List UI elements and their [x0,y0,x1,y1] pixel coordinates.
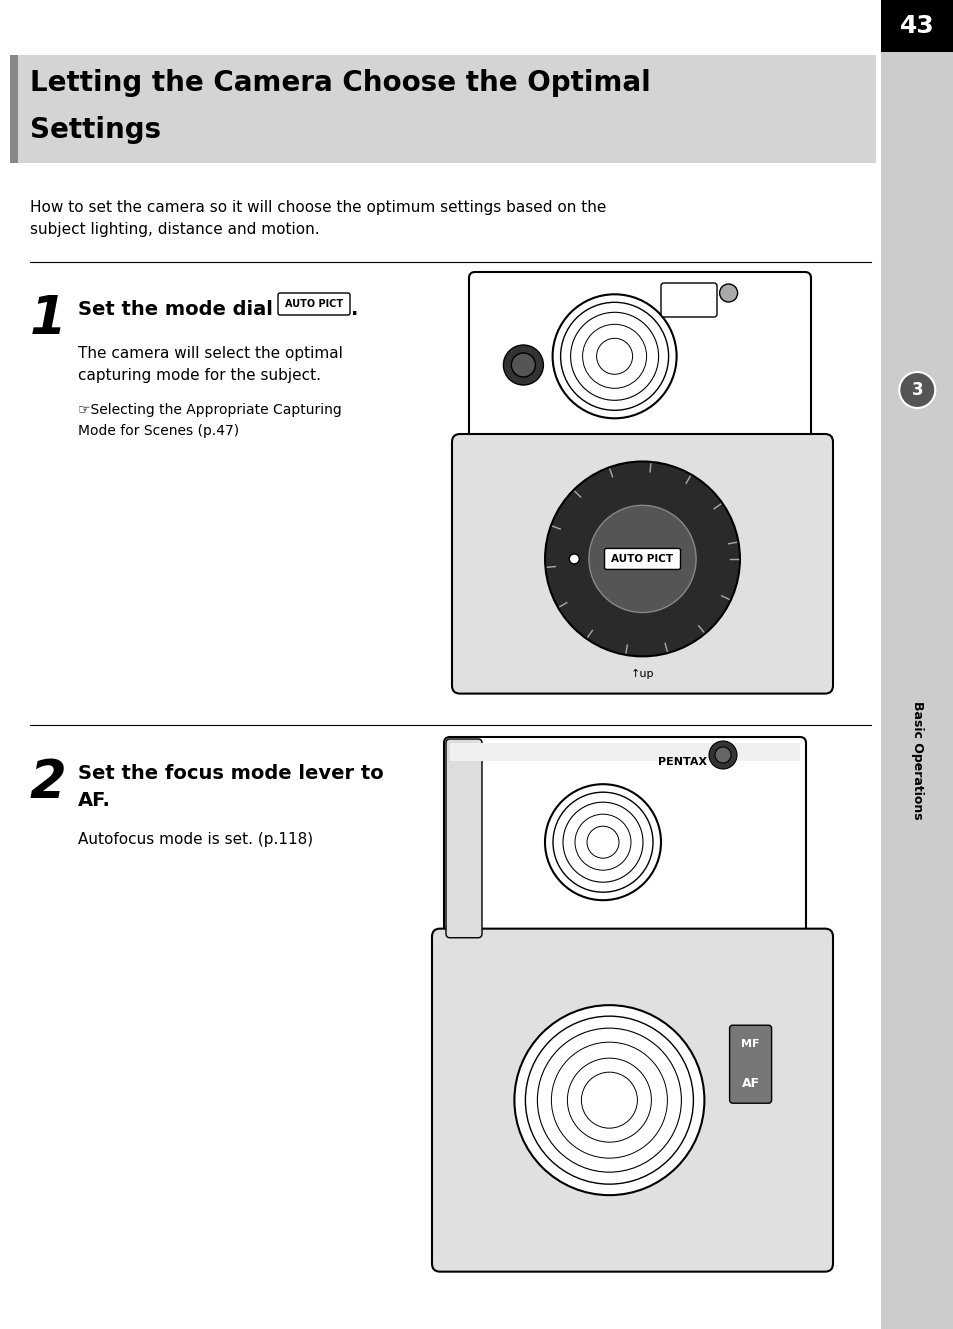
Text: PENTAX: PENTAX [658,758,707,767]
FancyBboxPatch shape [660,283,717,318]
Text: ↑up: ↑up [630,668,654,679]
Bar [10,54,18,163]
Circle shape [514,1005,703,1195]
Text: AF: AF [740,1076,759,1090]
Circle shape [544,461,740,657]
Bar [450,743,800,762]
FancyBboxPatch shape [443,738,805,940]
Text: MF: MF [740,1039,759,1049]
Text: Autofocus mode is set. (p.118): Autofocus mode is set. (p.118) [78,832,313,847]
Text: Set the mode dial to: Set the mode dial to [78,300,302,319]
Text: 2: 2 [30,758,67,809]
Text: 43: 43 [899,15,934,39]
Circle shape [714,747,730,763]
FancyBboxPatch shape [446,739,481,938]
Circle shape [544,784,660,900]
Text: AUTO PICT: AUTO PICT [285,299,343,310]
Text: The camera will select the optimal
capturing mode for the subject.: The camera will select the optimal captu… [78,346,342,383]
Circle shape [719,284,737,302]
Circle shape [552,294,676,419]
Text: AUTO PICT: AUTO PICT [611,554,673,563]
Text: How to set the camera so it will choose the optimum settings based on the
subjec: How to set the camera so it will choose … [30,199,606,237]
Circle shape [899,372,934,408]
FancyBboxPatch shape [432,929,832,1272]
Text: 1: 1 [30,292,67,346]
Circle shape [708,742,737,769]
Text: 3: 3 [910,381,923,399]
Circle shape [588,505,696,613]
Text: ☞Selecting the Appropriate Capturing
Mode for Scenes (p.47): ☞Selecting the Appropriate Capturing Mod… [78,403,341,437]
Bar [10,54,875,163]
Text: Set the focus mode lever to
AF.: Set the focus mode lever to AF. [78,764,383,811]
Circle shape [569,554,578,563]
Bar [880,0,953,52]
Circle shape [511,354,535,377]
Text: Letting the Camera Choose the Optimal: Letting the Camera Choose the Optimal [30,69,650,97]
Text: Settings: Settings [30,116,161,144]
FancyBboxPatch shape [469,272,810,459]
Text: Basic Operations: Basic Operations [910,700,923,819]
Text: .: . [351,300,358,319]
FancyBboxPatch shape [729,1025,771,1103]
FancyBboxPatch shape [277,292,350,315]
Circle shape [503,346,543,385]
FancyBboxPatch shape [452,435,832,694]
Bar [880,0,953,1329]
FancyBboxPatch shape [604,549,679,569]
